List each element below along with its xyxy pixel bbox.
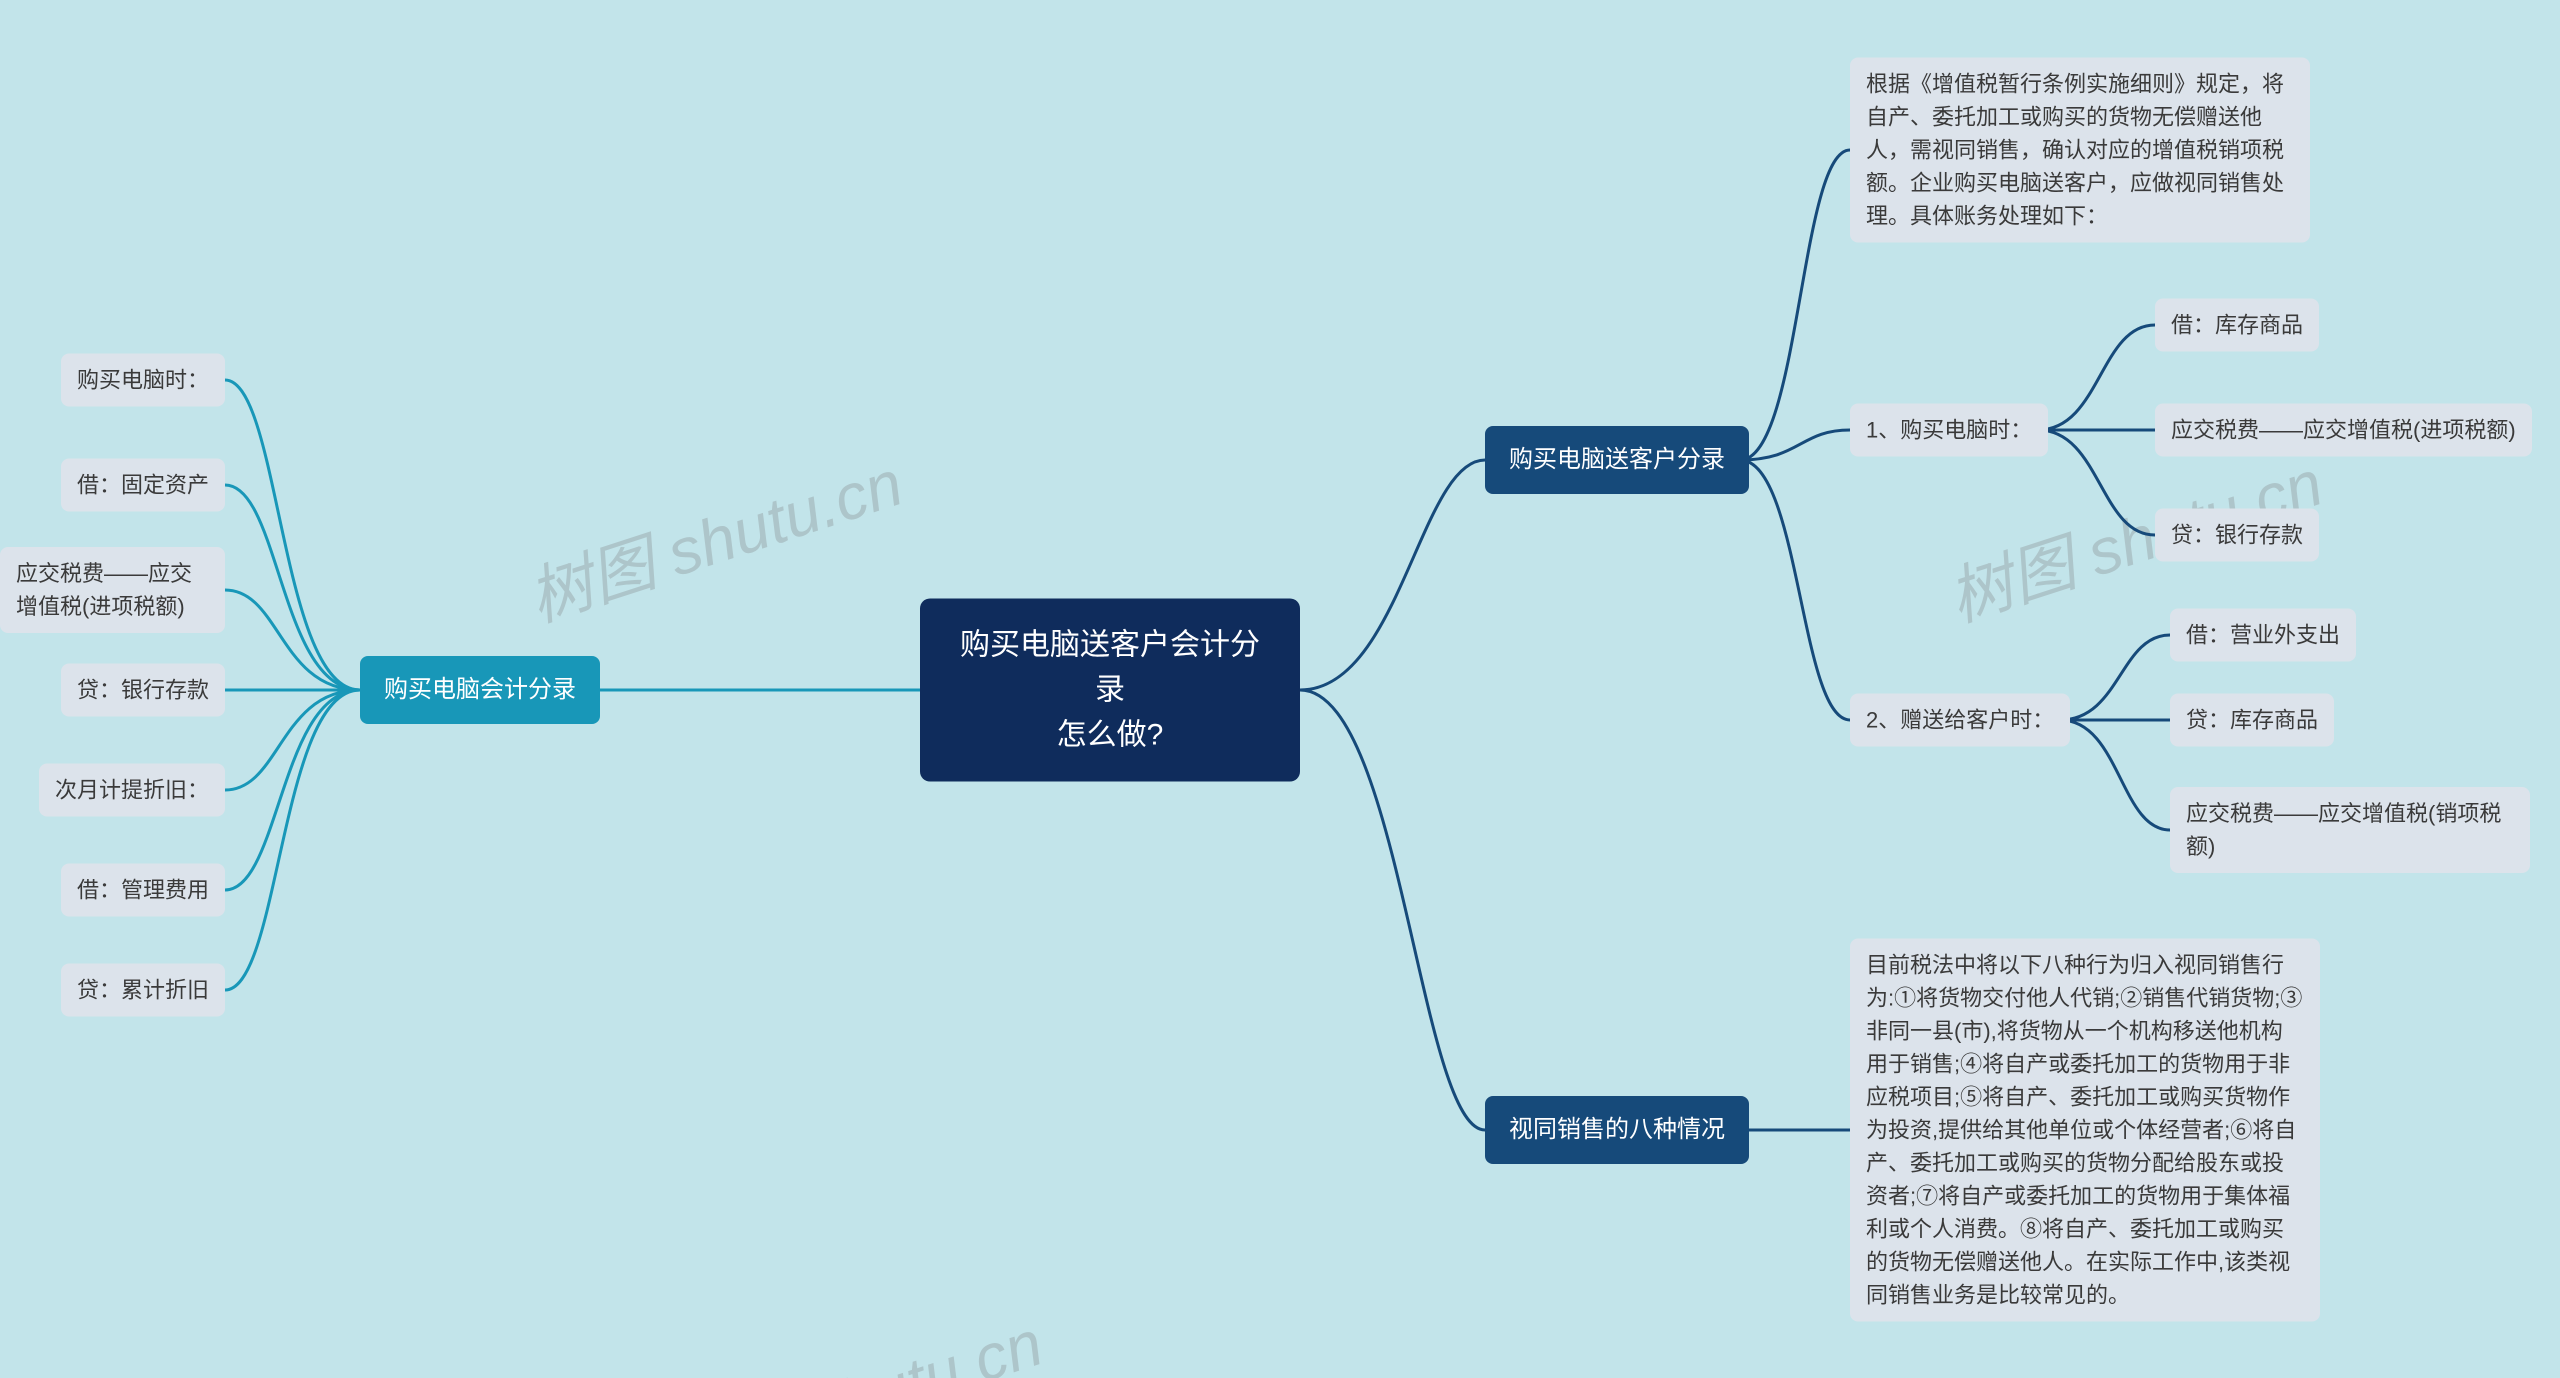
left-leaf-5[interactable]: 借：管理费用 (61, 864, 225, 917)
right1-sub1-leaf2[interactable]: 贷：银行存款 (2155, 509, 2319, 562)
root-node[interactable]: 购买电脑送客户会计分录 怎么做? (920, 599, 1300, 782)
canvas: 树图 shutu.cn 树图 shutu.cn 树图 shutu.cn 购买 (0, 0, 2560, 1378)
right1-sub1-leaf1[interactable]: 应交税费——应交增值税(进项税额) (2155, 404, 2532, 457)
right-branch-2[interactable]: 视同销售的八种情况 (1485, 1096, 1749, 1164)
right1-sub2-leaf0[interactable]: 借：营业外支出 (2170, 609, 2356, 662)
right1-sub1[interactable]: 1、购买电脑时： (1850, 404, 2048, 457)
right1-sub2[interactable]: 2、赠送给客户时： (1850, 694, 2070, 747)
right1-sub1-leaf0[interactable]: 借：库存商品 (2155, 299, 2319, 352)
watermark: 树图 shutu.cn (655, 1292, 1052, 1378)
left-leaf-4[interactable]: 次月计提折旧： (39, 764, 225, 817)
right2-paragraph[interactable]: 目前税法中将以下八种行为归入视同销售行为:①将货物交付他人代销;②销售代销货物;… (1850, 939, 2320, 1322)
left-branch[interactable]: 购买电脑会计分录 (360, 656, 600, 724)
left-leaf-0[interactable]: 购买电脑时： (61, 354, 225, 407)
watermark: 树图 shutu.cn (515, 432, 912, 639)
right1-intro[interactable]: 根据《增值税暂行条例实施细则》规定，将自产、委托加工或购买的货物无偿赠送他人，需… (1850, 58, 2310, 243)
left-leaf-3[interactable]: 贷：银行存款 (61, 664, 225, 717)
left-leaf-2[interactable]: 应交税费——应交增值税(进项税额) (0, 547, 225, 633)
right-branch-1[interactable]: 购买电脑送客户分录 (1485, 426, 1749, 494)
left-leaf-6[interactable]: 贷：累计折旧 (61, 964, 225, 1017)
left-leaf-1[interactable]: 借：固定资产 (61, 459, 225, 512)
right1-sub2-leaf2[interactable]: 应交税费——应交增值税(销项税额) (2170, 787, 2530, 873)
right1-sub2-leaf1[interactable]: 贷：库存商品 (2170, 694, 2334, 747)
